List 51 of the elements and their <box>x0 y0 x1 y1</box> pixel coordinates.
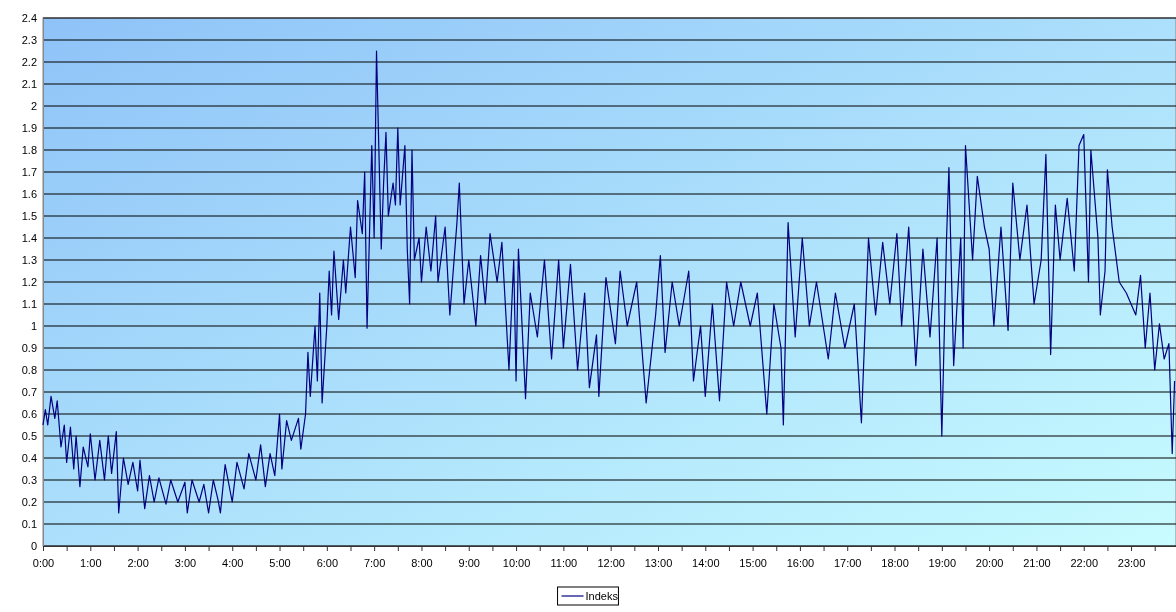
x-tick-label: 6:00 <box>316 556 339 569</box>
x-tick-label: 3:00 <box>174 556 197 569</box>
x-tick-label: 1:00 <box>80 556 102 569</box>
y-tick-label: 1.6 <box>21 188 37 201</box>
x-tick-label: 9:00 <box>458 556 480 569</box>
y-tick-label: 0.7 <box>21 386 37 399</box>
x-tick-label: 4:00 <box>222 556 244 569</box>
x-tick-label: 22:00 <box>1070 556 1099 569</box>
y-tick-label: 0.9 <box>21 342 37 355</box>
y-tick-label: 1.2 <box>21 276 37 289</box>
x-tick-label: 18:00 <box>881 556 909 569</box>
y-tick-label: 0.8 <box>21 364 37 377</box>
y-tick-label: 0.6 <box>21 408 37 421</box>
y-tick-label: 2.1 <box>21 78 37 91</box>
y-tick-label: 1.9 <box>21 122 37 135</box>
x-tick-label: 0:00 <box>32 556 55 569</box>
y-tick-label: 1.7 <box>21 166 37 179</box>
x-tick-label: 17:00 <box>833 556 862 569</box>
y-tick-label: 2 <box>30 100 37 113</box>
x-tick-label: 11:00 <box>550 556 578 569</box>
x-tick-label: 7:00 <box>363 556 386 569</box>
x-tick-label: 20:00 <box>975 556 1004 569</box>
x-tick-label: 8:00 <box>411 556 433 569</box>
x-tick-label: 16:00 <box>786 556 815 569</box>
y-tick-label: 0.1 <box>21 518 37 531</box>
x-tick-label: 2:00 <box>127 556 149 569</box>
y-tick-label: 2.2 <box>21 56 37 69</box>
x-tick-label: 15:00 <box>739 556 767 569</box>
y-tick-label: 1 <box>30 320 37 333</box>
x-tick-label: 19:00 <box>928 556 957 569</box>
x-tick-label: 13:00 <box>644 556 673 569</box>
line-series <box>42 50 1176 514</box>
y-tick-label: 1.1 <box>21 298 37 311</box>
y-tick-label: 0.3 <box>21 474 37 487</box>
x-tick-label: 5:00 <box>269 556 291 569</box>
x-tick-label: 21:00 <box>1023 556 1051 569</box>
legend-label: Indeks <box>585 590 619 602</box>
x-tick-label: 23:00 <box>1117 556 1146 569</box>
y-tick-label: 0.2 <box>21 496 37 509</box>
x-tick-label: 14:00 <box>692 556 720 569</box>
y-tick-label: 1.4 <box>21 232 37 245</box>
y-tick-label: 0.4 <box>21 452 37 465</box>
x-tick-label: 10:00 <box>502 556 531 569</box>
y-tick-label: 1.3 <box>21 254 37 267</box>
y-tick-label: 0 <box>30 540 37 553</box>
y-tick-label: 1.5 <box>21 210 37 223</box>
y-tick-label: 2.3 <box>21 34 37 47</box>
y-tick-label: 2.4 <box>21 12 37 25</box>
y-tick-label: 0.5 <box>21 430 37 443</box>
x-tick-label: 12:00 <box>597 556 625 569</box>
y-tick-label: 1.8 <box>21 144 37 157</box>
